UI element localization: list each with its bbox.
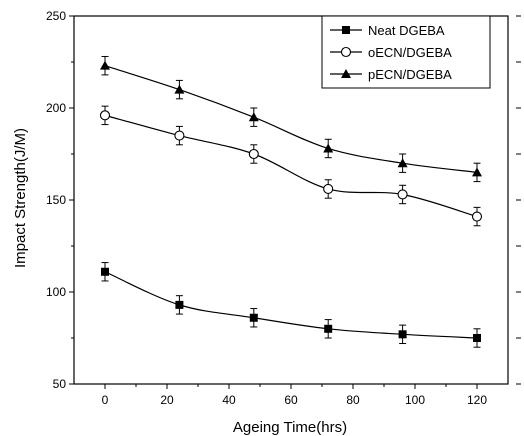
circle-marker: [340, 46, 352, 58]
x-axis-label: Ageing Time(hrs): [233, 419, 347, 436]
legend-label: oECN/DGEBA: [368, 45, 452, 60]
triangle-marker: [323, 143, 334, 153]
x-tick-label: 120: [467, 393, 487, 407]
triangle-marker: [248, 112, 259, 122]
series-line: [104, 65, 478, 173]
square-marker: [398, 330, 407, 339]
legend-entry: Neat DGEBA: [330, 23, 445, 38]
circle-marker: [323, 183, 334, 195]
series-neat-dgeba: [101, 262, 481, 348]
axes: 0 20 40 60 80 100 120 50 100 150 200 250: [46, 9, 521, 407]
legend-label: Neat DGEBA: [368, 23, 445, 38]
circle-marker: [99, 110, 111, 121]
y-tick-label: 200: [46, 101, 66, 115]
triangle-marker: [174, 84, 185, 94]
legend: Neat DGEBA oECN/DGEBA pECN/DGEBA: [321, 15, 491, 89]
square-marker: [101, 267, 109, 276]
square-marker: [249, 313, 258, 322]
y-tick-label: 250: [46, 9, 66, 23]
y-tick-label: 100: [46, 285, 66, 299]
legend-entry: pECN/DGEBA: [330, 67, 452, 82]
series-oecn-dgeba: [99, 105, 483, 227]
y-axis-label: Impact Strength(J/M): [12, 128, 29, 268]
square-marker: [324, 324, 333, 333]
triangle-marker: [397, 158, 408, 168]
x-tick-label: 40: [222, 393, 236, 407]
square-marker: [473, 334, 481, 342]
square-marker: [342, 26, 350, 34]
x-tick-label: 80: [346, 393, 360, 407]
circle-marker: [248, 148, 259, 160]
y-tick-label: 50: [53, 377, 67, 391]
circle-marker: [174, 130, 185, 141]
series-pecn-dgeba: [100, 55, 482, 183]
x-tick-label: 60: [284, 393, 298, 407]
data-series: [99, 55, 483, 348]
circle-marker: [397, 189, 408, 200]
triangle-marker: [472, 167, 482, 177]
x-tick-label: 0: [102, 393, 109, 407]
x-tick-label: 20: [160, 393, 174, 407]
series-line: [104, 271, 478, 339]
series-line: [104, 114, 478, 218]
triangle-marker: [341, 69, 351, 78]
square-marker: [175, 300, 184, 309]
legend-entry: oECN/DGEBA: [330, 45, 452, 60]
x-tick-label: 100: [405, 393, 425, 407]
legend-label: pECN/DGEBA: [368, 67, 452, 82]
triangle-marker: [100, 60, 110, 70]
y-tick-label: 150: [46, 193, 66, 207]
circle-marker: [471, 211, 483, 222]
